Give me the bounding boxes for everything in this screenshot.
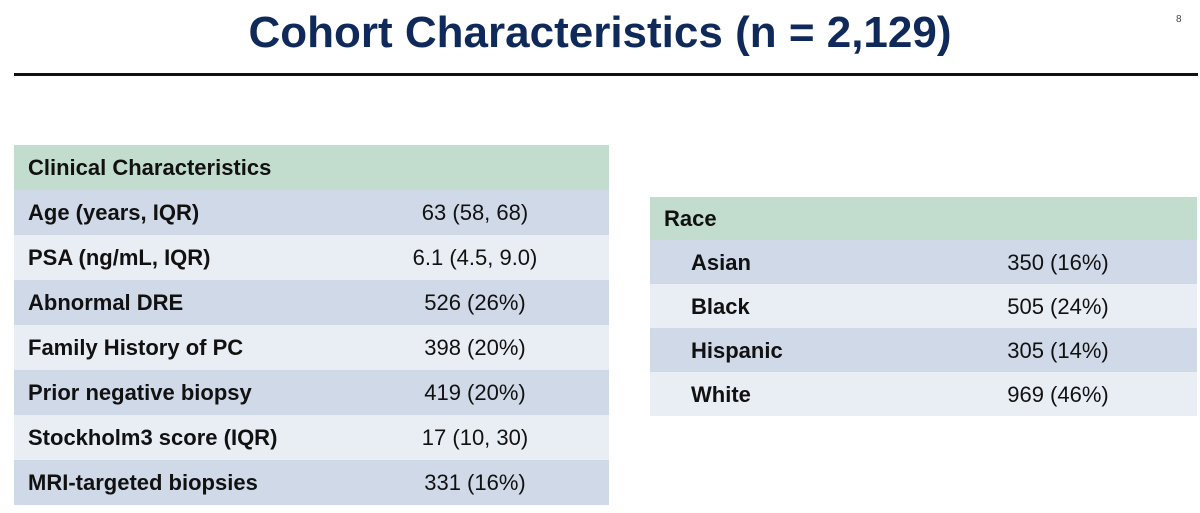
row-value: 419 (20%) — [424, 380, 526, 405]
table-row: PSA (ng/mL, IQR) 6.1 (4.5, 9.0) — [14, 235, 609, 280]
table-row: Stockholm3 score (IQR) 17 (10, 30) — [14, 415, 609, 460]
clinical-table: Clinical Characteristics Age (years, IQR)… — [14, 145, 609, 505]
row-label: PSA (ng/mL, IQR) — [28, 245, 211, 270]
table-header: Clinical Characteristics — [28, 155, 272, 180]
row-label: MRI-targeted biopsies — [28, 470, 258, 495]
table-row: Age (years, IQR) 63 (58, 68) — [14, 190, 609, 235]
title-rule — [14, 73, 1198, 76]
table-row: Hispanic 305 (14%) — [650, 328, 1197, 372]
table-header-row: Clinical Characteristics — [14, 145, 609, 190]
row-label: Asian — [691, 249, 751, 275]
row-label: Black — [691, 293, 750, 319]
page-number: 8 — [1176, 14, 1182, 25]
table-row: Prior negative biopsy 419 (20%) — [14, 370, 609, 415]
row-value: 331 (16%) — [424, 470, 526, 495]
row-value: 526 (26%) — [424, 290, 526, 315]
row-label: Abnormal DRE — [28, 290, 184, 315]
race-table: Race Asian 350 (16%) Black 505 (24%) Hispanic… — [650, 197, 1197, 416]
row-value: 305 (14%) — [1007, 337, 1109, 363]
table-header: Race — [664, 206, 717, 231]
table-row: Black 505 (24%) — [650, 284, 1197, 328]
table-row: MRI-targeted biopsies 331 (16%) — [14, 460, 609, 505]
slide-title: Cohort Characteristics (n = 2,129) — [248, 8, 952, 57]
row-label: Family History of PC — [28, 335, 244, 360]
table-row: Family History of PC 398 (20%) — [14, 325, 609, 370]
row-value: 63 (58, 68) — [421, 200, 529, 225]
row-value: 17 (10, 30) — [421, 425, 529, 450]
row-value: 6.1 (4.5, 9.0) — [412, 245, 538, 270]
row-label: Age (years, IQR) — [28, 200, 200, 225]
row-value: 505 (24%) — [1007, 293, 1109, 319]
table-row: Asian 350 (16%) — [650, 240, 1197, 284]
row-label: Prior negative biopsy — [28, 380, 252, 405]
table-header-row: Race — [650, 197, 1197, 240]
row-label: Stockholm3 score (IQR) — [28, 425, 278, 450]
row-label: Hispanic — [691, 337, 783, 363]
row-value: 969 (46%) — [1007, 381, 1109, 407]
table-row: Abnormal DRE 526 (26%) — [14, 280, 609, 325]
table-row: White 969 (46%) — [650, 372, 1197, 416]
row-label: White — [691, 381, 751, 407]
row-value: 350 (16%) — [1007, 249, 1109, 275]
row-value: 398 (20%) — [424, 335, 526, 360]
